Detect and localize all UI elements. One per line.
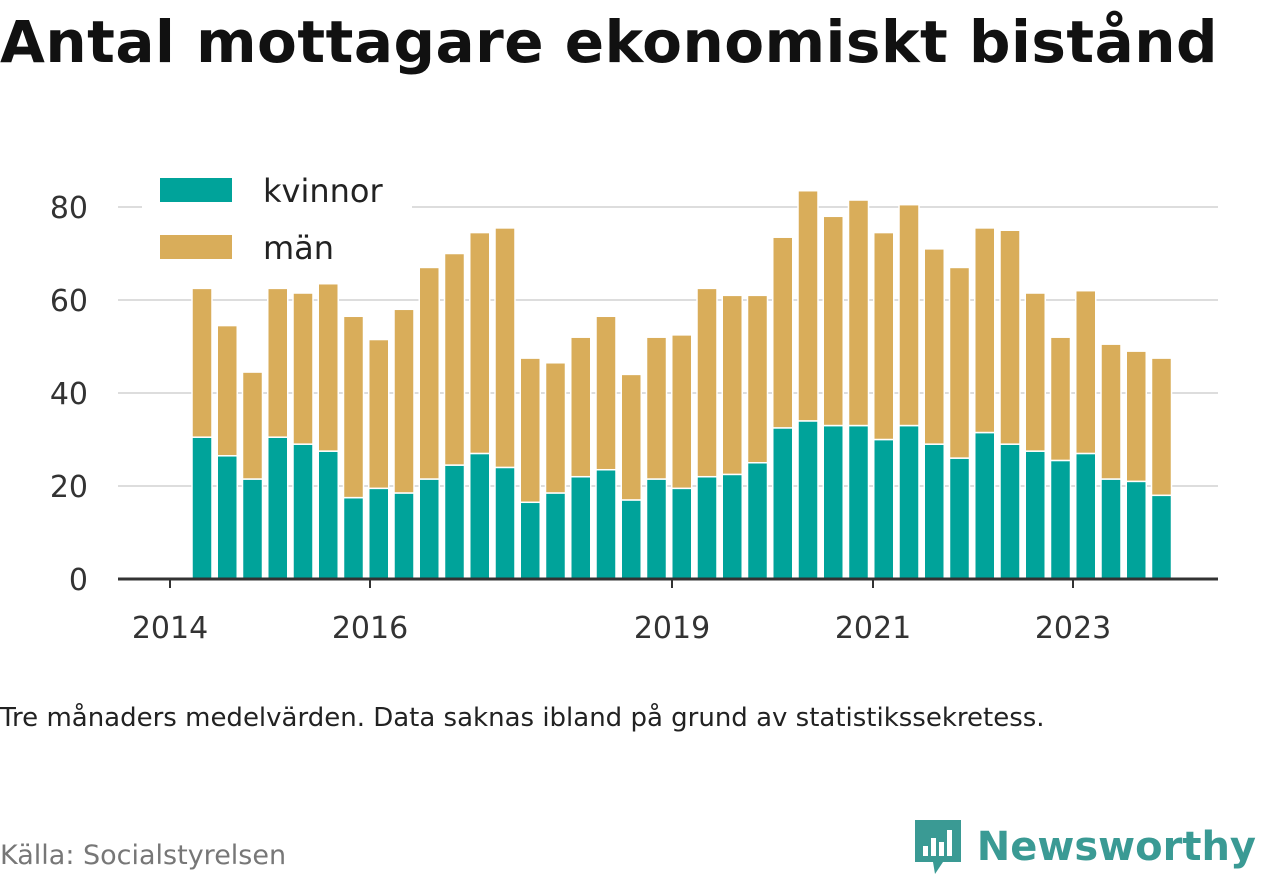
y-tick-label: 40 (50, 377, 88, 412)
bar-kvinnor (494, 466, 516, 580)
bar-man (267, 287, 289, 438)
bar-kvinnor (1150, 494, 1173, 580)
bar-kvinnor (797, 420, 819, 580)
chart-title: Antal mottagare ekonomiskt bistånd (0, 8, 1219, 76)
bar-man (519, 357, 541, 504)
bar-kvinnor (721, 473, 743, 580)
bar-kvinnor (746, 462, 769, 580)
x-tick-label: 2023 (1035, 611, 1111, 646)
bar-kvinnor (999, 443, 1021, 580)
bar-man (241, 371, 264, 480)
bar-kvinnor (620, 499, 642, 580)
x-tick-label: 2021 (835, 611, 911, 646)
y-tick-label: 80 (50, 191, 88, 226)
bar-man (645, 336, 668, 480)
bar-man (1075, 289, 1097, 455)
legend-swatch (160, 178, 232, 202)
x-tick-label: 2016 (332, 611, 408, 646)
bar-kvinnor (671, 487, 693, 580)
bar-man (494, 227, 516, 469)
bar-kvinnor (469, 452, 491, 580)
bar-kvinnor (948, 457, 971, 580)
bar-kvinnor (393, 492, 415, 580)
bar-kvinnor (595, 468, 617, 580)
bar-kvinnor (443, 464, 466, 580)
bar-kvinnor (317, 450, 339, 580)
bar-man (1150, 357, 1173, 497)
bar-kvinnor (241, 478, 264, 580)
bar-man (544, 362, 567, 494)
chart-note: Tre månaders medelvärden. Data saknas ib… (0, 703, 1045, 733)
legend-swatch (160, 235, 232, 259)
bar-man (342, 315, 365, 499)
bar-kvinnor (898, 424, 920, 580)
bar-man (948, 266, 971, 459)
bar-kvinnor (923, 443, 945, 580)
bar-man (999, 229, 1021, 445)
bar-man (368, 338, 390, 490)
bar-chart: 2014 2016 2019 2021 2023 0 20 40 60 80 kvinnor mä… (49, 172, 1218, 646)
bar-kvinnor (696, 475, 718, 580)
bar-man (1024, 292, 1046, 452)
bar-man (317, 282, 339, 452)
bar-kvinnor (1125, 480, 1147, 580)
bar-man (822, 215, 844, 427)
bar-kvinnor (974, 431, 996, 580)
bar-man (696, 287, 718, 478)
bar-man (393, 308, 415, 494)
brand-logo: Newsworthy (913, 818, 1256, 876)
bar-man (469, 231, 491, 455)
bar-kvinnor (772, 427, 794, 580)
bar-kvinnor (873, 438, 895, 580)
bar-kvinnor (519, 501, 541, 580)
bar-man (721, 294, 743, 476)
bar-man (873, 231, 895, 441)
x-tick-label: 2019 (634, 611, 710, 646)
y-tick-label: 0 (69, 563, 88, 598)
bar-man (292, 292, 314, 445)
bar-kvinnor (847, 424, 870, 580)
bar-kvinnor (544, 492, 567, 580)
bar-kvinnor (1100, 478, 1122, 580)
bar-kvinnor (1075, 452, 1097, 580)
bar-kvinnor (1024, 450, 1046, 580)
bar-kvinnor (570, 475, 592, 580)
bar-kvinnor (645, 478, 668, 580)
bar-kvinnor (191, 436, 213, 580)
bar-kvinnor (292, 443, 314, 580)
bar-man (216, 324, 238, 457)
legend-label: män (263, 229, 334, 267)
bar-kvinnor (216, 455, 238, 580)
bar-man (923, 248, 945, 445)
legend-label: kvinnor (263, 172, 384, 210)
bar-man (570, 336, 592, 478)
bar-man (671, 334, 693, 490)
bar-kvinnor (418, 478, 440, 580)
bar-chart-logo-icon (914, 820, 961, 874)
bar-man (847, 199, 870, 427)
brand-name: Newsworthy (976, 824, 1256, 870)
bar-man (191, 287, 213, 438)
bar-kvinnor (1049, 459, 1072, 580)
bar-man (898, 203, 920, 427)
bar-man (1049, 336, 1072, 462)
y-tick-label: 60 (50, 284, 88, 319)
y-tick-label: 20 (50, 470, 88, 505)
bar-kvinnor (368, 487, 390, 580)
bar-man (974, 227, 996, 434)
bar-man (1125, 350, 1147, 483)
x-tick-label: 2014 (132, 611, 208, 646)
bar-man (595, 315, 617, 471)
bar-kvinnor (267, 436, 289, 580)
bar-man (746, 294, 769, 464)
bar-man (1100, 343, 1122, 480)
source-text: Källa: Socialstyrelsen (0, 840, 287, 871)
bar-kvinnor (822, 424, 844, 580)
bar-man (772, 236, 794, 429)
bar-man (620, 373, 642, 501)
bar-man (443, 252, 466, 466)
bar-man (797, 189, 819, 422)
bar-kvinnor (342, 496, 365, 580)
bar-man (418, 266, 440, 480)
